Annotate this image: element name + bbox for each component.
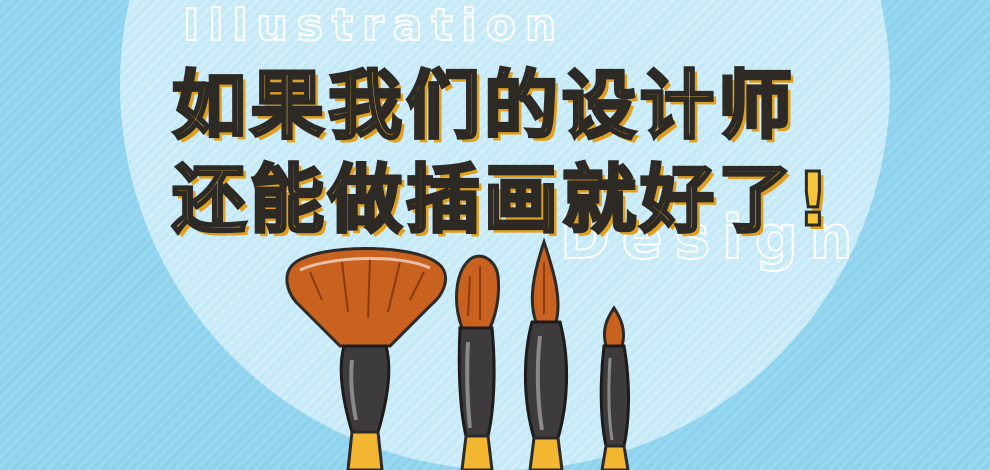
round-brush-icon [523,237,569,470]
headline-line-1: 如果我们的设计师 [171,62,796,151]
illustration-deco-text: Illustration [182,0,566,52]
headline-line-2: 还能做插画就好了! [171,156,834,245]
design-deco-text: Design [559,202,865,274]
fan-brush-icon [285,247,447,470]
detail-brush-icon [599,305,630,470]
flat-brush-icon [455,254,500,470]
